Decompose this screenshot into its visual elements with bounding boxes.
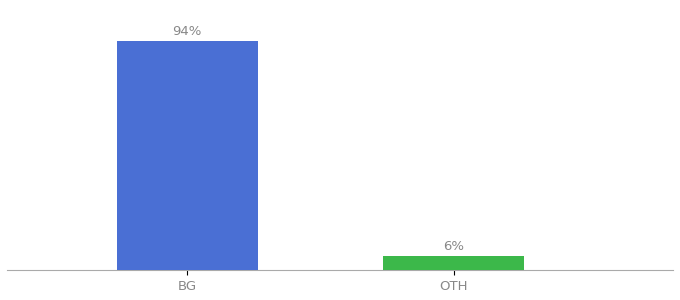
Bar <box>383 256 524 270</box>
Text: 94%: 94% <box>173 25 202 38</box>
Bar <box>117 41 258 270</box>
Text: 6%: 6% <box>443 240 464 253</box>
